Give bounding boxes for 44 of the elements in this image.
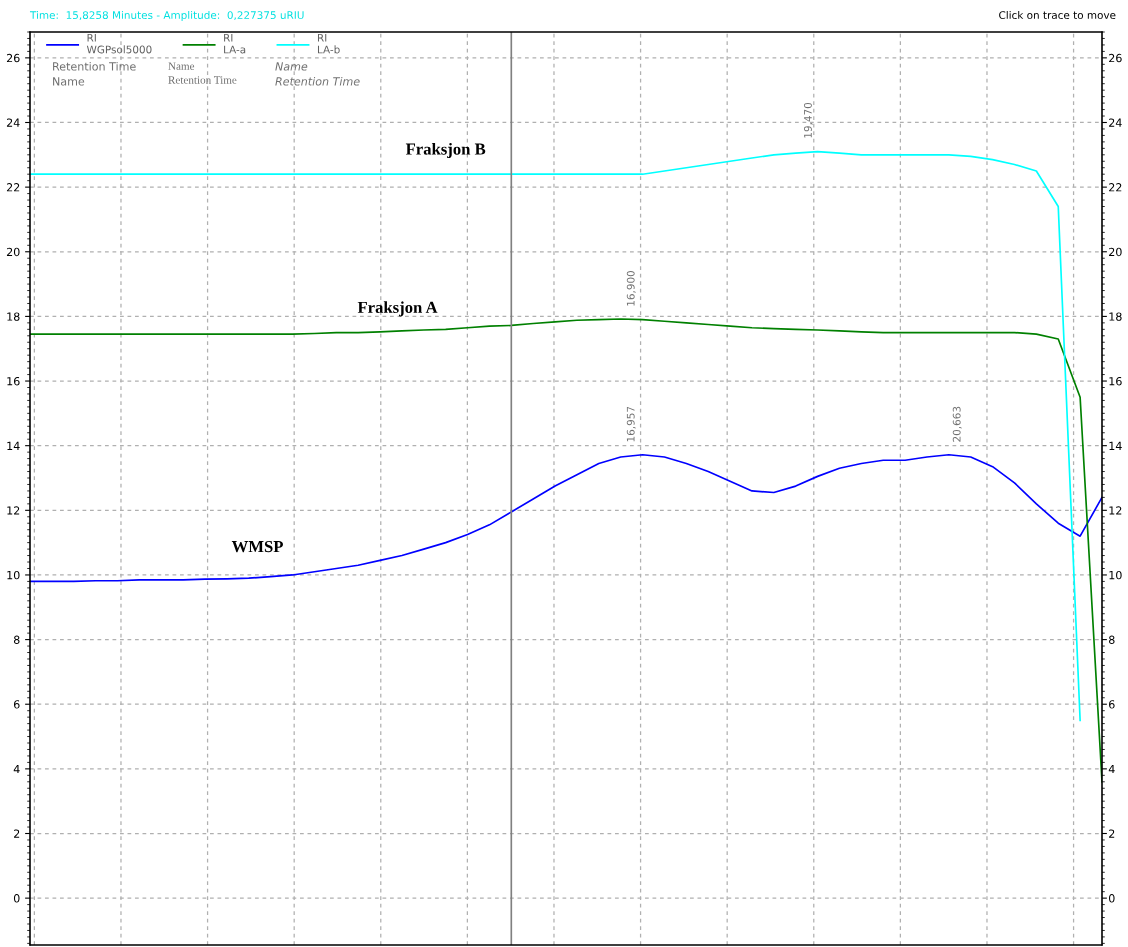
annotation: 16,957 <box>626 406 636 442</box>
annotation: WMSP <box>231 540 283 553</box>
annotation: Name Retention Time <box>168 62 237 84</box>
y2-tick-label: 22 <box>1109 183 1122 192</box>
y2-tick-label: 0 <box>1108 894 1115 903</box>
y2-tick-label: 14 <box>1109 441 1122 450</box>
y-tick-label: 2 <box>14 829 20 838</box>
y-tick-label: 0 <box>13 894 20 903</box>
text: Click on trace to move <box>999 10 1116 20</box>
y-tick-label: 6 <box>13 700 20 709</box>
chart-title: Time: 15,8258 Minutes - Amplitude: 0,227375 uRIU <box>29 10 304 22</box>
y2-tick-label: 18 <box>1109 312 1122 321</box>
annotation: 19,470 <box>803 102 813 138</box>
y2-tick-label: 26 <box>1109 53 1122 63</box>
annotation: Fraksjon A <box>357 301 438 317</box>
y2-tick-label: 4 <box>1108 764 1115 774</box>
y2-tick-label: 24 <box>1109 118 1122 127</box>
y2-tick-label: 2 <box>1109 829 1115 838</box>
y-tick-label: 10 <box>7 570 20 580</box>
annotation: Retention Time Name <box>53 62 136 86</box>
y-tick-label: 14 <box>7 441 20 450</box>
y-tick-label: 18 <box>7 312 20 321</box>
y-tick-label: 22 <box>6 183 20 192</box>
y-tick-label: 4 <box>13 764 20 774</box>
y-tick-label: 20 <box>6 247 20 257</box>
y2-tick-label: 12 <box>1109 506 1122 515</box>
y-tick-label: 16 <box>7 377 20 386</box>
y-tick-label: 8 <box>13 635 20 644</box>
annotation: 20,663 <box>952 406 962 442</box>
annotation: Name Retention Time <box>275 62 360 86</box>
y2-tick-label: 20 <box>1109 247 1122 257</box>
legend-label: RI LA-a <box>224 34 246 54</box>
annotation: 16,900 <box>626 270 636 306</box>
y-tick-label: 12 <box>7 506 20 515</box>
y-tick-label: 26 <box>6 53 20 63</box>
y2-tick-label: 10 <box>1109 570 1122 580</box>
y2-tick-label: 8 <box>1109 635 1115 644</box>
y-tick-label: 24 <box>6 118 20 127</box>
legend-label: RI LA-b <box>317 34 340 54</box>
annotation: Fraksjon B <box>405 142 486 159</box>
legend-label: RI WGPsol5000 <box>86 34 152 54</box>
y2-tick-label: 16 <box>1109 377 1122 386</box>
y2-tick-label: 6 <box>1109 700 1115 709</box>
line-series <box>30 453 1102 583</box>
